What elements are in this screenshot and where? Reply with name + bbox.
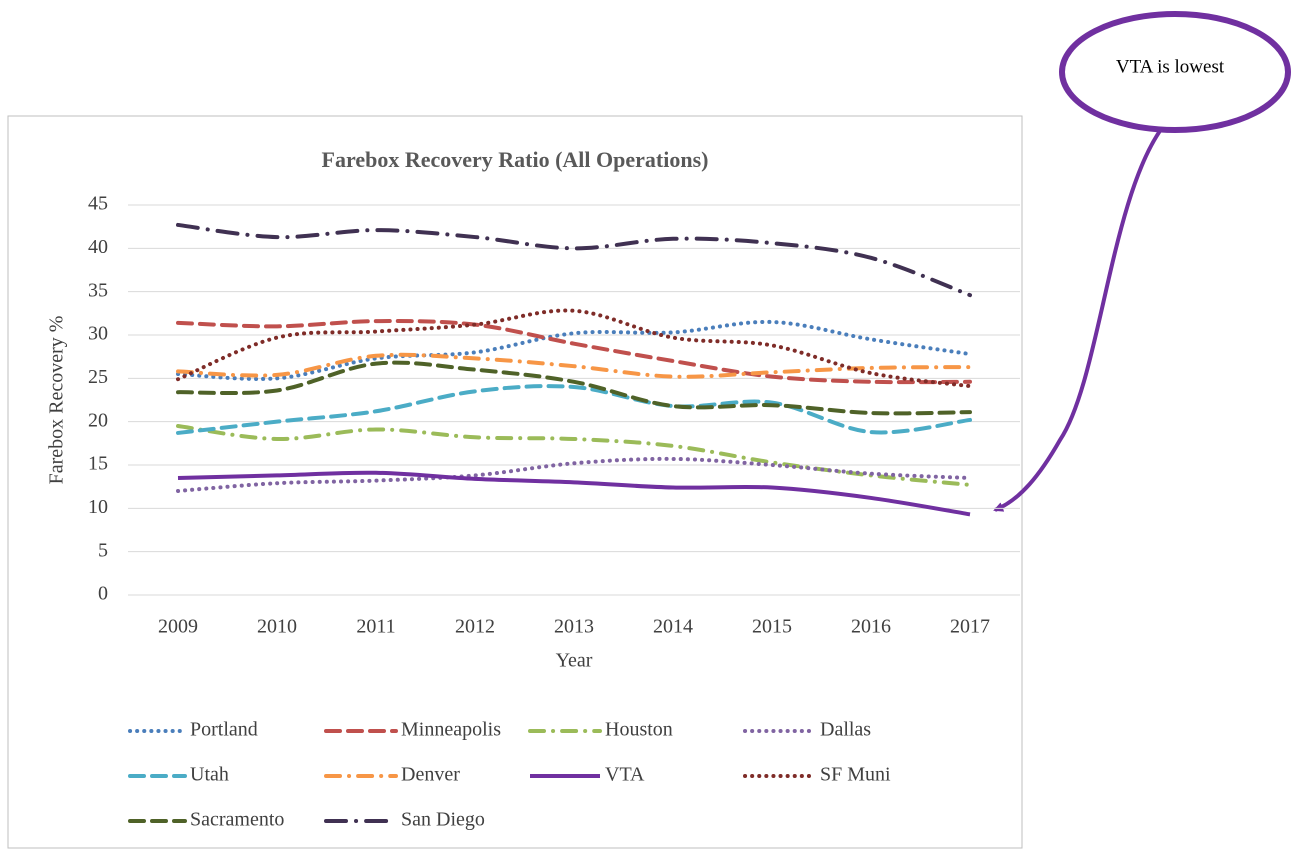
y-tick-label: 0 <box>98 583 108 605</box>
series-line <box>176 319 972 385</box>
legend-label: Dallas <box>820 719 871 741</box>
series-line <box>176 360 972 416</box>
x-tick-label: 2012 <box>455 616 495 638</box>
legend-label: San Diego <box>401 809 485 831</box>
annotation: VTA is lowest <box>1116 56 1225 77</box>
y-axis-label: Farebox Recovery % <box>46 316 68 485</box>
legend-label: Utah <box>190 764 229 786</box>
legend-label: Sacramento <box>190 809 284 831</box>
y-tick-label: 10 <box>88 496 108 518</box>
legend-label: VTA <box>605 764 645 786</box>
series-line <box>176 222 972 298</box>
x-tick-label: 2014 <box>653 616 693 638</box>
x-axis-label: Year <box>556 650 593 672</box>
series-line <box>176 319 972 381</box>
legend-label: SF Muni <box>820 764 891 786</box>
x-tick-label: 2016 <box>851 616 891 638</box>
series-line <box>176 352 972 379</box>
x-tick-label: 2017 <box>950 616 990 638</box>
series-line <box>176 308 972 389</box>
y-tick-label: 45 <box>88 193 108 215</box>
legend-label: Portland <box>190 719 258 741</box>
x-tick-label: 2011 <box>356 616 395 638</box>
callout-arrow <box>993 126 1164 512</box>
y-tick-label: 25 <box>88 366 108 388</box>
series-line <box>176 456 972 493</box>
legend-label: Minneapolis <box>401 719 501 741</box>
legend-label: Denver <box>401 764 460 786</box>
y-tick-label: 40 <box>88 236 108 258</box>
series-line <box>176 384 972 435</box>
series-line <box>176 424 972 487</box>
y-tick-label: 30 <box>88 323 108 345</box>
x-tick-label: 2010 <box>257 616 297 638</box>
series-line <box>177 470 971 517</box>
y-tick-label: 5 <box>98 539 108 561</box>
y-tick-label: 35 <box>88 279 108 301</box>
chart-title: Farebox Recovery Ratio (All Operations) <box>322 147 709 172</box>
x-tick-label: 2009 <box>158 616 198 638</box>
x-tick-label: 2013 <box>554 616 594 638</box>
x-tick-label: 2015 <box>752 616 792 638</box>
y-tick-label: 20 <box>88 409 108 431</box>
legend-label: Houston <box>605 719 673 741</box>
y-tick-label: 15 <box>88 453 108 475</box>
callout-ellipse <box>1059 11 1291 133</box>
